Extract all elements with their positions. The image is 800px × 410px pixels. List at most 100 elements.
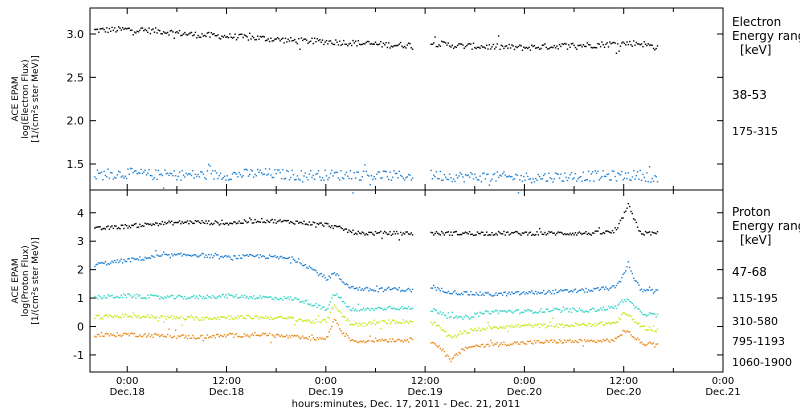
data-point [172,255,174,257]
data-point [151,29,153,31]
data-point [492,311,495,313]
data-point [286,257,288,260]
data-point [292,39,295,42]
data-point [374,230,377,233]
data-point [180,223,182,225]
data-point [480,330,483,332]
data-point [430,342,432,344]
data-point [533,181,536,183]
data-point [356,341,358,343]
data-point [147,314,149,316]
data-point [448,234,451,236]
data-point [332,175,334,177]
data-point [193,177,195,179]
data-point [409,42,411,45]
data-point [525,310,528,312]
data-point [327,43,329,45]
data-point [251,170,254,172]
data-point [160,335,162,337]
data-point [362,340,365,342]
data-point [272,298,275,301]
data-point [193,294,195,297]
data-point [320,179,322,181]
data-point [168,296,170,299]
data-point [299,48,301,50]
data-point [639,325,641,328]
data-point [129,315,132,318]
data-point [410,179,412,181]
data-point [305,337,308,339]
data-point [398,308,401,311]
data-point [124,224,126,226]
data-point [480,45,483,47]
data-point [345,171,348,173]
data-point [253,334,255,337]
data-point [623,272,626,274]
data-point [343,332,345,334]
data-point [275,256,277,259]
data-point [496,171,499,173]
data-point [407,341,410,343]
proton-legend-unit: [keV] [740,233,771,247]
data-point [541,342,544,344]
data-point [188,297,190,299]
data-point [218,37,220,39]
data-point [570,341,573,344]
data-point [227,36,230,39]
data-point [369,43,371,45]
data-point [614,337,616,339]
data-point [135,222,137,225]
data-point [521,325,524,327]
data-point [499,326,501,328]
data-point [572,307,574,309]
data-point [230,222,232,225]
data-point [602,324,604,326]
data-point [229,294,231,296]
data-point [533,44,536,47]
data-point [654,346,656,348]
data-point [512,342,514,345]
data-point [393,340,395,343]
data-point [259,316,262,318]
data-point [133,332,136,335]
data-point [603,46,606,48]
data-point [399,231,402,234]
data-point [356,233,358,235]
data-point [398,338,401,341]
data-point [145,174,148,176]
data-point [595,172,598,174]
data-point [328,317,330,319]
data-point [358,286,361,289]
data-point [253,36,255,39]
data-point [100,261,103,264]
data-point [356,310,358,312]
data-point [235,332,238,335]
data-point [242,336,244,338]
data-point [284,317,287,319]
data-point [521,340,524,343]
data-point [96,263,99,265]
data-point [456,44,459,47]
data-point [215,221,218,223]
data-point [593,46,595,49]
data-point [437,286,439,289]
data-point [381,307,383,310]
data-point [213,178,215,180]
data-point [650,342,652,344]
data-point [200,319,202,321]
data-point [455,230,457,233]
data-point [480,312,483,314]
data-point [217,34,219,36]
data-point [615,284,618,287]
data-point [235,173,238,175]
data-point [270,296,272,298]
data-point [352,339,354,341]
data-point [439,327,442,329]
data-point [202,319,205,321]
data-point [329,40,332,42]
data-point [388,341,390,343]
data-point [370,289,373,291]
data-point [636,323,639,325]
data-point [374,307,377,310]
data-point [602,306,604,309]
